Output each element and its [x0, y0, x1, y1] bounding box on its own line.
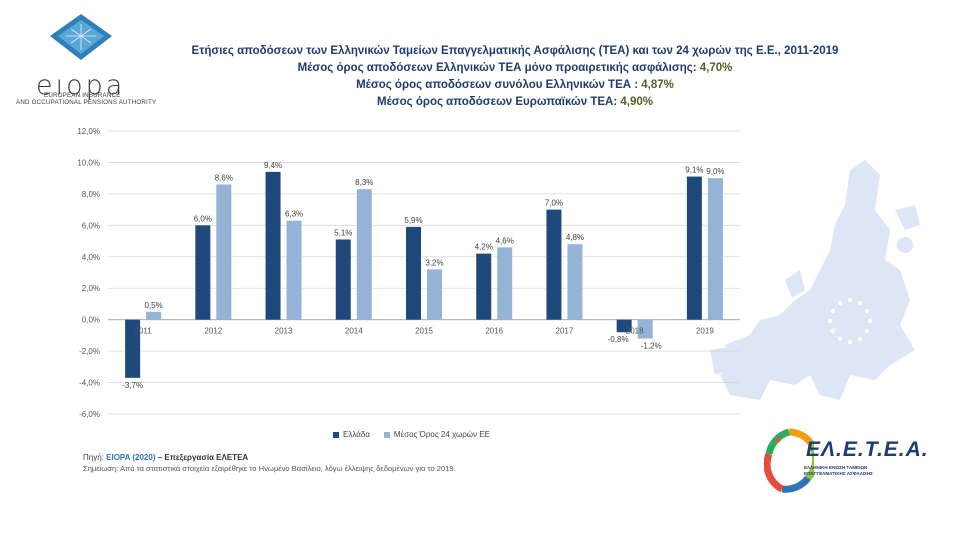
- eleta-ring-icon: [764, 428, 814, 493]
- data-label: 8,3%: [355, 178, 373, 187]
- data-label: -0,8%: [608, 335, 629, 344]
- data-label: 9,4%: [264, 161, 282, 170]
- subtitle-eu-avg: Μέσος όρος αποδόσεων Ευρωπαϊκών ΤΕΑ: 4,9…: [160, 94, 870, 111]
- y-tick-label: 0,0%: [82, 316, 100, 325]
- subtitle-optional-avg-value: 4,70%: [699, 62, 733, 74]
- eleta-subtitle-2: ΕΠΑΓΓΕΛΜΑΤΙΚΗΣ ΑΣΦΑΛΙΣΗΣ: [804, 471, 873, 476]
- chart-title: Ετήσιες αποδόσεων των Ελληνικών Ταμείων …: [191, 45, 839, 57]
- eiopa-subtitle-1: EUROPEAN INSURANCE: [44, 92, 121, 99]
- data-label: -3,7%: [122, 381, 143, 390]
- eleta-logo: ΕΛ.Ε.Τ.Ε.Α. ΕΛΛΗΝΙΚΗ ΕΝΩΣΗ ΤΑΜΕΙΩΝ ΕΠΑΓΓ…: [764, 428, 928, 498]
- legend-swatch-greece: [333, 431, 339, 438]
- data-label: 8,6%: [215, 173, 233, 182]
- subtitle-total-avg-value: 4,87%: [641, 79, 674, 91]
- subtitle-total-avg-text: Μέσος όρος αποδόσεων συνόλου Ελληνικών Τ…: [356, 79, 639, 91]
- y-tick-label: 8,0%: [82, 190, 100, 199]
- data-label: 7,0%: [545, 199, 563, 208]
- bar-eu-2018: [637, 319, 653, 339]
- legend-item-eu: Μέσος Όρος 24 χωρών ΕΕ: [383, 430, 490, 439]
- bar-greece-2017: [546, 209, 562, 320]
- x-tick-label: 2016: [485, 327, 503, 336]
- data-label: 9,1%: [685, 166, 703, 175]
- subtitle-total-avg: Μέσος όρος αποδόσεων συνόλου Ελληνικών Τ…: [160, 77, 870, 94]
- bar-greece-2018: [616, 319, 632, 333]
- subtitle-optional-avg: Μέσος όρος αποδόσεων Ελληνικών ΤΕΑ μόνο …: [160, 60, 870, 77]
- europe-map-icon: [710, 160, 920, 400]
- y-tick-label: 10,0%: [77, 158, 100, 167]
- y-tick-label: -4,0%: [79, 379, 100, 388]
- x-tick-label: 2019: [696, 327, 714, 336]
- eleta-wordmark: ΕΛ.Ε.Τ.Ε.Α.: [806, 438, 929, 461]
- bar-eu-2011: [146, 311, 162, 320]
- source-processing: – Επεξεργασία ΕΛΕΤΕΑ: [157, 453, 249, 462]
- bar-eu-2012: [216, 184, 232, 320]
- eleta-subtitle-1: ΕΛΛΗΝΙΚΗ ΕΝΩΣΗ ΤΑΜΕΙΩΝ: [804, 465, 868, 470]
- legend-label-greece: Ελλάδα: [343, 430, 370, 439]
- subtitle-eu-avg-value: 4,90%: [620, 96, 653, 108]
- subtitle-eu-avg-text: Μέσος όρος αποδόσεων Ευρωπαϊκών ΤΕΑ:: [377, 96, 618, 108]
- eiopa-logo: eıopa EUROPEAN INSURANCE AND OCCUPATIONA…: [14, 12, 164, 106]
- y-tick-label: 6,0%: [82, 221, 100, 230]
- legend-item-greece: Ελλάδα: [333, 430, 370, 439]
- bar-eu-2014: [356, 189, 372, 320]
- data-label: 3,2%: [425, 258, 443, 267]
- bar-eu-2017: [567, 244, 583, 320]
- data-label: 4,8%: [566, 233, 584, 242]
- bar-greece-2013: [265, 171, 281, 320]
- bar-greece-2016: [476, 253, 492, 320]
- data-label: 4,2%: [475, 243, 493, 252]
- bar-greece-2014: [335, 239, 351, 320]
- y-tick-label: -2,0%: [79, 347, 100, 356]
- legend-swatch-eu: [383, 431, 390, 438]
- bar-eu-2019: [707, 178, 723, 320]
- bar-greece-2015: [406, 226, 421, 320]
- bar-greece-2011: [125, 319, 141, 378]
- x-tick-label: 2014: [345, 327, 363, 336]
- data-label: 6,3%: [285, 210, 303, 219]
- chart-legend: Ελλάδα Μέσος Όρος 24 χωρών ΕΕ: [333, 430, 490, 439]
- legend-label-eu: Μέσος Όρος 24 χωρών ΕΕ: [393, 430, 490, 439]
- bar-eu-2013: [286, 220, 302, 320]
- note-text: Σημείωση: Από τα στατιστικά στοιχεία εξα…: [83, 464, 456, 473]
- y-tick-label: 12,0%: [77, 127, 100, 136]
- bar-greece-2019: [686, 176, 702, 320]
- source-prefix: Πηγή:: [83, 453, 104, 462]
- data-label: 9,0%: [706, 167, 724, 176]
- chart-titles: Ετήσιες αποδόσεων των Ελληνικών Ταμείων …: [160, 43, 870, 111]
- y-tick-label: 2,0%: [82, 284, 100, 293]
- x-tick-label: 2017: [556, 327, 574, 336]
- subtitle-optional-avg-text: Μέσος όρος αποδόσεων Ελληνικών ΤΕΑ μόνο …: [297, 62, 697, 74]
- bar-eu-2015: [427, 269, 442, 320]
- bar-eu-2016: [497, 247, 513, 320]
- data-label: 6,0%: [194, 214, 212, 223]
- bar-greece-2012: [195, 225, 211, 320]
- data-label: 0,5%: [144, 301, 162, 310]
- x-tick-label: 2018: [626, 327, 644, 336]
- data-label: 5,1%: [334, 228, 352, 237]
- x-tick-label: 2012: [204, 327, 222, 336]
- eiopa-wordmark: eıopa: [36, 70, 126, 101]
- data-label: -1,2%: [641, 342, 662, 351]
- data-label: 5,9%: [404, 216, 422, 225]
- eiopa-subtitle-2: AND OCCUPATIONAL PENSIONS AUTHORITY: [16, 99, 157, 106]
- data-label: 4,6%: [496, 236, 514, 245]
- y-tick-label: -6,0%: [79, 410, 100, 419]
- x-tick-label: 2015: [415, 327, 433, 336]
- eu-stars: [827, 297, 873, 345]
- x-tick-label: 2011: [135, 327, 153, 336]
- source-line: Πηγή: EIOPA (2020) – Επεξεργασία ΕΛΕΤΕΑ: [83, 453, 248, 462]
- source-link: EIOPA (2020): [106, 453, 156, 462]
- x-tick-label: 2013: [275, 327, 293, 336]
- eiopa-emblem-icon: [50, 14, 112, 60]
- y-tick-label: 4,0%: [82, 253, 100, 262]
